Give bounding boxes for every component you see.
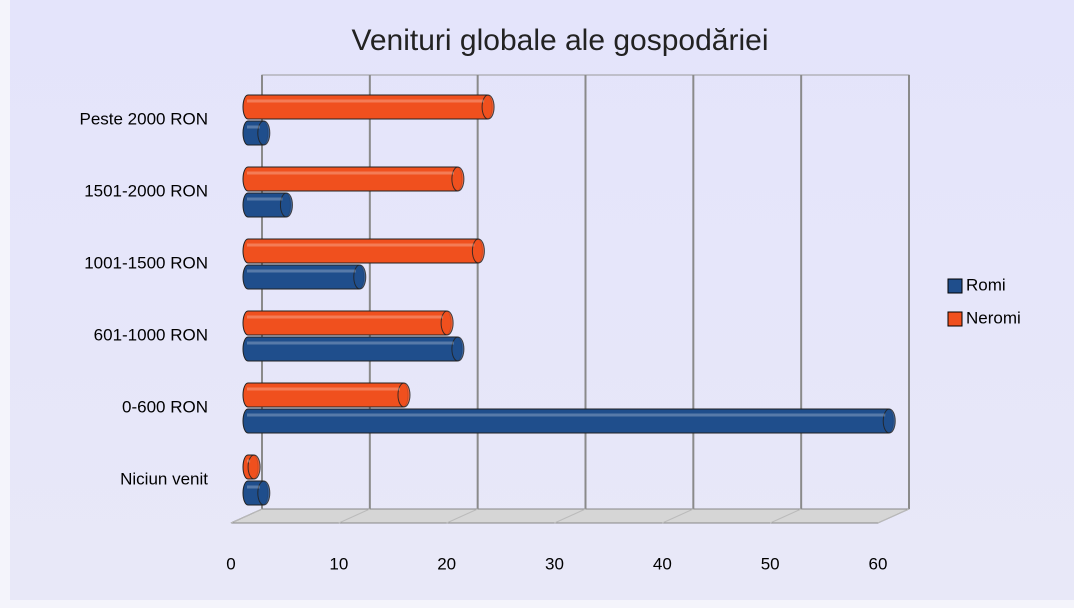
x-tick-label: 10: [329, 554, 348, 573]
bar-cap: [279, 192, 293, 218]
bar: [242, 408, 894, 434]
bar-cap: [353, 264, 367, 290]
x-tick-label: 0: [226, 554, 235, 573]
x-tick-label: 60: [869, 554, 888, 573]
bar: [242, 336, 463, 362]
bar-cap: [471, 238, 485, 264]
legend-label: Romi: [966, 275, 1006, 294]
floor-grid-line: [554, 508, 586, 524]
chart-title: Venituri globale ale gospodăriei: [352, 24, 769, 57]
y-tick-label: 0-600 RON: [122, 397, 208, 416]
floor-grid-line: [446, 508, 478, 524]
bar-cap: [882, 408, 896, 434]
bar-cap: [257, 120, 271, 146]
y-tick-label: 1001-1500 RON: [84, 253, 208, 272]
x-tick-label: 20: [437, 554, 456, 573]
bar: [242, 310, 452, 336]
bar-cap: [440, 310, 454, 336]
bar: [242, 166, 463, 192]
bar: [242, 238, 483, 264]
y-tick-label: 601-1000 RON: [94, 325, 208, 344]
bar-cap: [451, 336, 465, 362]
bar: [242, 94, 493, 120]
legend: Romi Neromi: [947, 275, 1021, 327]
bar: [242, 264, 365, 290]
floor-grid-line: [338, 508, 371, 524]
bar-cap: [451, 166, 465, 192]
floor-grid-line: [769, 508, 802, 524]
bar-cap: [481, 94, 495, 120]
x-tick-label: 40: [653, 554, 672, 573]
floor-grid-line: [877, 508, 910, 524]
plot-background: [10, 0, 1074, 600]
x-tick-label: 30: [545, 554, 564, 573]
x-tick-label: 50: [761, 554, 780, 573]
y-tick-label: 1501-2000 RON: [84, 181, 208, 200]
bar: [242, 382, 409, 408]
bar-cap: [247, 454, 261, 480]
floor-grid-line: [662, 508, 694, 524]
floor-grid-line: [230, 508, 263, 524]
bar-cap: [397, 382, 411, 408]
legend-swatch: [947, 311, 963, 327]
y-tick-label: Niciun venit: [120, 469, 208, 488]
legend-swatch: [947, 278, 963, 294]
legend-label: Neromi: [966, 308, 1021, 327]
y-tick-label: Peste 2000 RON: [79, 109, 208, 128]
bar-cap: [257, 480, 271, 506]
